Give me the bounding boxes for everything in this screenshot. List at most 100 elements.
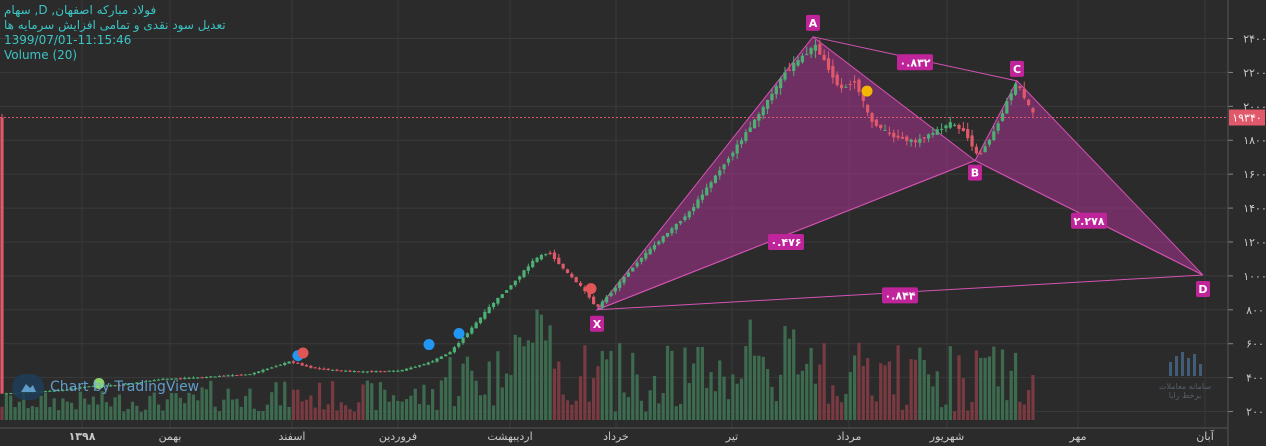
candle-body — [204, 376, 209, 378]
candle-body — [317, 368, 322, 370]
candle-body — [670, 228, 674, 234]
candle-body — [452, 347, 456, 353]
ratio-label: ۲.۲۷۸ — [1073, 215, 1104, 228]
candle-body — [757, 114, 761, 121]
volume-bar — [209, 380, 213, 420]
volume-bar — [387, 401, 391, 420]
candle-body — [692, 207, 696, 212]
volume-bar — [109, 406, 113, 420]
candle-body — [783, 72, 787, 80]
candle-body — [752, 119, 757, 129]
candle-body — [1018, 86, 1022, 89]
volume-bar — [683, 347, 687, 420]
watermark-text: سامانه معاملات برخط رایا — [1158, 382, 1212, 400]
volume-bar — [879, 363, 883, 420]
volume-bar — [552, 368, 557, 420]
price-tick-label: ۱۰۰۰۰ — [1243, 270, 1266, 283]
volume-bar — [291, 389, 296, 420]
volume-bar — [787, 338, 791, 420]
candle-body — [792, 63, 796, 72]
ratio-label-bg — [897, 54, 933, 71]
candle-body — [478, 317, 483, 324]
volume-bar — [213, 406, 217, 420]
candle-body — [857, 79, 861, 93]
symbol-info: فولاد مبارکه اصفهان, D, سهام تعدیل سود ن… — [4, 3, 226, 63]
candle-body — [435, 358, 439, 362]
price-tick-label: ۱۴۰۰۰ — [1243, 202, 1266, 215]
volume-bar — [78, 391, 82, 420]
volume-bar — [626, 397, 630, 420]
volume-bar — [692, 363, 696, 420]
candle-body — [731, 152, 735, 157]
volume-bar — [104, 402, 108, 420]
volume-bar — [235, 398, 239, 420]
candle-body — [813, 44, 818, 51]
volume-bar — [183, 403, 187, 420]
candle-body — [787, 69, 791, 71]
candle-body — [683, 216, 687, 221]
candle-body — [387, 370, 391, 372]
price-tick-label: ۴۰۰۰ — [1246, 372, 1266, 385]
volume-bar — [465, 356, 470, 420]
candle-body — [109, 385, 113, 387]
candle-body — [648, 248, 652, 255]
volume-bar — [39, 395, 43, 420]
candle-body — [844, 86, 848, 88]
candle-body — [818, 44, 822, 55]
volume-bar — [870, 395, 874, 420]
candle-body — [931, 132, 935, 135]
volume-bar — [322, 409, 326, 420]
candle-body — [883, 130, 887, 132]
volume-bar — [1009, 370, 1013, 420]
volume-bar — [926, 374, 931, 420]
volume-bar — [748, 319, 752, 420]
candle-body — [657, 241, 661, 245]
candle-body — [987, 139, 992, 145]
volume-bar — [157, 404, 161, 420]
candle-body — [605, 296, 609, 303]
volume-bar — [339, 402, 343, 420]
raya-watermark: سامانه معاملات برخط رایا — [1150, 350, 1220, 400]
volume-bar — [596, 366, 600, 420]
volume-bar — [652, 375, 657, 420]
point-label-A: A — [809, 17, 818, 30]
volume-bar — [222, 399, 226, 420]
volume-bar — [761, 356, 765, 420]
volume-bar — [739, 378, 744, 420]
volume-bar — [257, 410, 261, 420]
volume-bar — [309, 395, 313, 420]
volume-bar — [431, 389, 435, 420]
time-tick-label: اسفند — [279, 430, 306, 443]
candle-body — [570, 273, 574, 278]
tradingview-attribution[interactable]: Chart by TradingView — [12, 374, 199, 400]
candle-body — [979, 153, 983, 155]
candle-body — [918, 138, 922, 143]
volume-bar — [331, 381, 335, 420]
volume-bar — [474, 380, 478, 420]
candle-body — [1022, 88, 1026, 99]
volume-bar — [448, 356, 452, 420]
candle-body — [718, 170, 722, 176]
volume-bar — [418, 403, 422, 420]
candles — [0, 39, 1035, 395]
volume-bar — [896, 345, 900, 420]
volume-bar — [83, 398, 87, 420]
candle-body — [744, 132, 748, 141]
volume-bar — [983, 357, 987, 420]
volume-bar — [887, 361, 891, 420]
price-tick-label: ۲۰۰۰ — [1246, 406, 1266, 419]
volume-bar — [513, 334, 517, 420]
volume-bar — [348, 409, 352, 420]
candle-body — [52, 390, 56, 392]
time-axis[interactable]: ۱۳۹۸ بهمن اسفند فروردین اردیبهشت خرداد تیر مردا… — [0, 427, 1228, 443]
candle-body — [974, 146, 978, 154]
volume-bar — [996, 386, 1000, 420]
time-tick-label: فروردین — [379, 430, 417, 443]
volume-bar — [274, 382, 278, 420]
candle-body — [522, 270, 526, 278]
volume-bar — [1027, 390, 1031, 420]
volume-bar — [496, 351, 500, 420]
volume-bar — [344, 405, 348, 420]
